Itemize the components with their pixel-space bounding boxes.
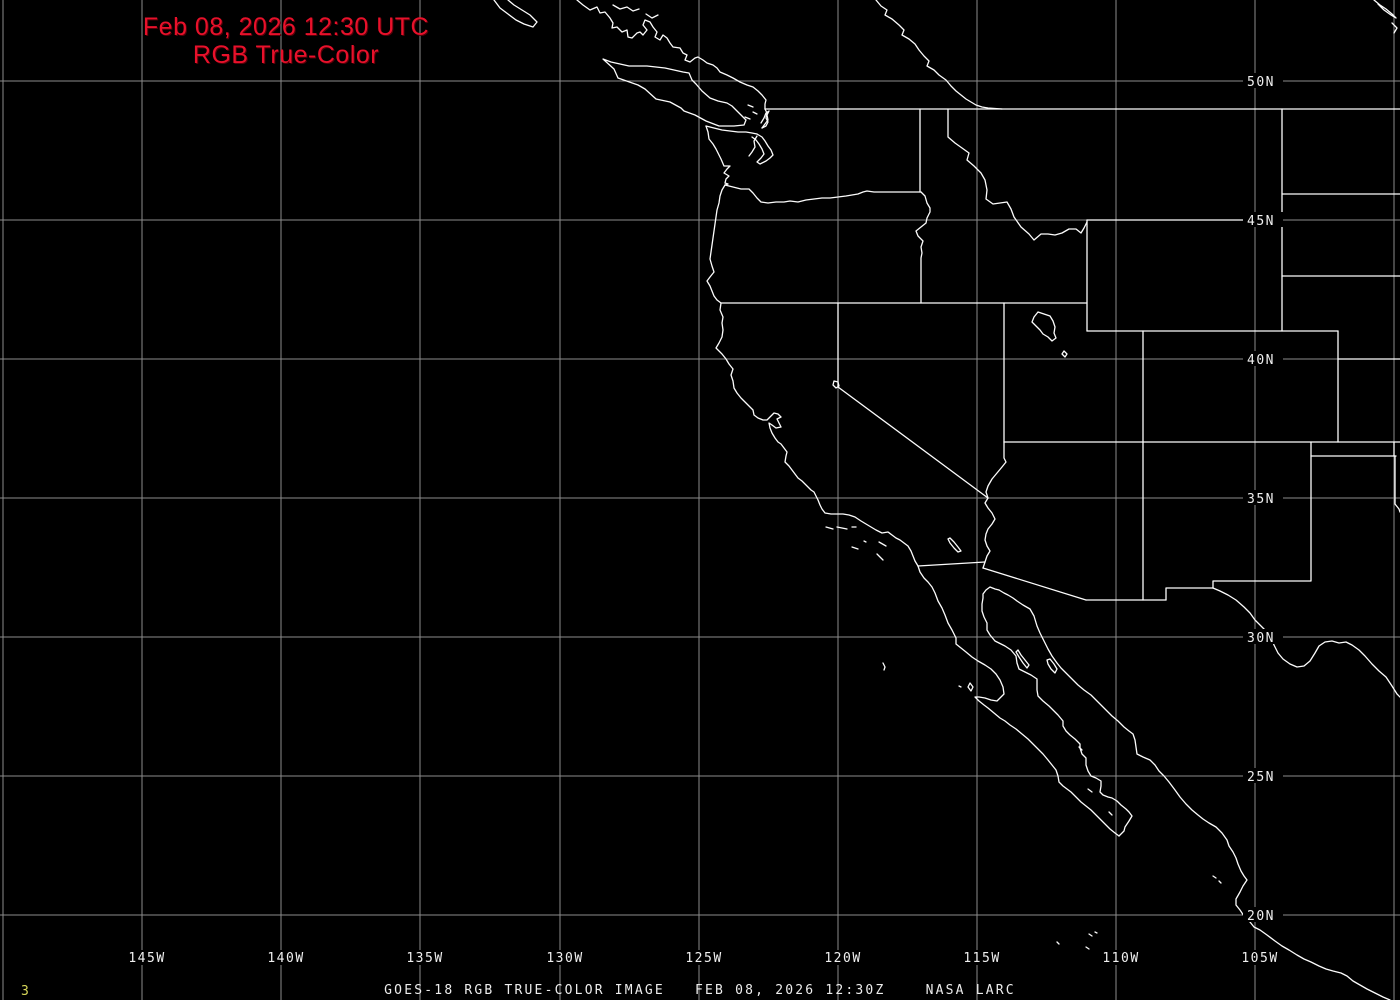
- isla-carmen: [1078, 746, 1083, 751]
- islas-marias-a: [1212, 875, 1217, 879]
- lake-tahoe: [832, 380, 840, 389]
- isla-guadalupe: [882, 662, 886, 671]
- longitude-label-bg: [265, 950, 308, 965]
- puget-sound: [751, 133, 774, 165]
- whidbey-island: [760, 110, 770, 129]
- longitude-label-bg: [126, 950, 169, 965]
- longitude-label-bg: [404, 950, 447, 965]
- longitude-label: 110W: [1102, 951, 1139, 966]
- latitude-label: 45N: [1247, 214, 1275, 229]
- longitude-label: 115W: [963, 951, 1000, 966]
- isla-cedros: [967, 682, 974, 692]
- isla-revillagigedo-d: [1094, 931, 1098, 934]
- nm-tx-border: [1212, 441, 1312, 589]
- isla-revillagigedo-b: [1085, 946, 1090, 950]
- salish-islet-1: [744, 116, 751, 120]
- bc-islets-a: [612, 4, 640, 12]
- longitude-label: 120W: [824, 951, 861, 966]
- gulf-mainland-coast: [998, 589, 1391, 1000]
- latitude-label-bg: [1243, 490, 1283, 505]
- haida-gwaii-coast: [493, 0, 538, 28]
- channel-island-santa-barbara: [863, 540, 867, 543]
- longitude-label: 130W: [546, 951, 583, 966]
- bellingham-coast: [761, 108, 769, 129]
- isla-cerralvo: [1108, 811, 1113, 816]
- salish-islet-2: [752, 111, 758, 115]
- latitude-label-bg: [1243, 351, 1283, 366]
- longitude-label-bg: [1239, 950, 1282, 965]
- latitude-label: 35N: [1247, 492, 1275, 507]
- prairie-lakes-corner-a: [1373, 0, 1397, 19]
- latitude-label-bg: [1243, 73, 1283, 88]
- timestamp-text: Feb 08, 2026 12:30 UTC: [142, 13, 430, 41]
- bc-alberta-border: [875, 0, 1003, 110]
- prairie-lakes-corner-b: [1391, 22, 1398, 34]
- oregon-coast: [706, 184, 726, 304]
- frame-number: 3: [21, 984, 29, 999]
- caption-bar: GOES-18 RGB TRUE-COLOR IMAGE FEB 08, 202…: [384, 983, 1016, 998]
- us-mexico-border-ca: [917, 561, 986, 567]
- longitude-label: 140W: [267, 951, 304, 966]
- latitude-label-bg: [1243, 629, 1283, 644]
- latitude-label: 40N: [1247, 353, 1275, 368]
- columbia-river-wa-or: [724, 184, 922, 204]
- juan-de-fuca-shore: [705, 125, 758, 135]
- id-mt-border: [947, 108, 1088, 241]
- latitude-label: 30N: [1247, 631, 1275, 646]
- salton-sea: [947, 537, 962, 553]
- latitude-label: 20N: [1247, 909, 1275, 924]
- isla-tiburon: [1046, 658, 1058, 674]
- baja-east-coast: [981, 586, 1133, 837]
- bc-mainland-coast: [576, 0, 767, 110]
- california-coast: [715, 302, 919, 567]
- us-mexico-border-az: [982, 567, 1087, 601]
- latitude-label-bg: [1243, 212, 1283, 227]
- channel-island-san-nicolas: [851, 546, 859, 550]
- longitude-label: 145W: [128, 951, 165, 966]
- us-mexico-border-nm-jog: [1165, 587, 1214, 601]
- longitude-label-bg: [544, 950, 587, 965]
- bc-islets-b: [645, 13, 659, 19]
- nv-az-border: [985, 441, 1007, 499]
- latitude-label: 50N: [1247, 75, 1275, 90]
- baja-west-coast: [917, 565, 1120, 837]
- longitude-label: 105W: [1241, 951, 1278, 966]
- great-salt-lake: [1031, 311, 1057, 342]
- rio-grande: [1212, 587, 1400, 698]
- isla-angel-de-la-guarda: [1015, 649, 1030, 669]
- isla-revillagigedo-c: [1088, 933, 1093, 937]
- product-name-text: RGB True-Color: [192, 41, 380, 69]
- salish-islet-3: [747, 104, 754, 108]
- longitude-label: 125W: [685, 951, 722, 966]
- latitude-label: 25N: [1247, 770, 1275, 785]
- longitude-label-bg: [1100, 950, 1143, 965]
- longitude-label-bg: [683, 950, 726, 965]
- isla-san-benito: [958, 685, 962, 688]
- longitude-label-bg: [822, 950, 865, 965]
- latitude-label-bg: [1243, 907, 1283, 922]
- longitude-label-bg: [961, 950, 1004, 965]
- washington-coast: [705, 125, 731, 186]
- colorado-river-ca-az: [982, 497, 996, 569]
- snake-river-or-id: [915, 191, 931, 304]
- islas-marias-b: [1218, 880, 1222, 884]
- channel-island-san-clemente: [876, 553, 884, 561]
- longitude-label: 135W: [406, 951, 443, 966]
- channel-island-santa-rosa: [825, 526, 834, 530]
- hood-canal: [748, 135, 758, 157]
- latitude-label-bg: [1243, 768, 1283, 783]
- isla-revillagigedo-a: [1056, 941, 1060, 945]
- timestamp-overlay: Feb 08, 2026 12:30 UTC RGB True-Color: [96, 13, 476, 69]
- channel-island-catalina: [878, 541, 887, 547]
- utah-lake: [1061, 350, 1068, 358]
- channel-island-santa-cruz: [836, 526, 848, 530]
- isla-espiritu-santo: [1087, 788, 1093, 793]
- vancouver-island-coast: [602, 58, 747, 127]
